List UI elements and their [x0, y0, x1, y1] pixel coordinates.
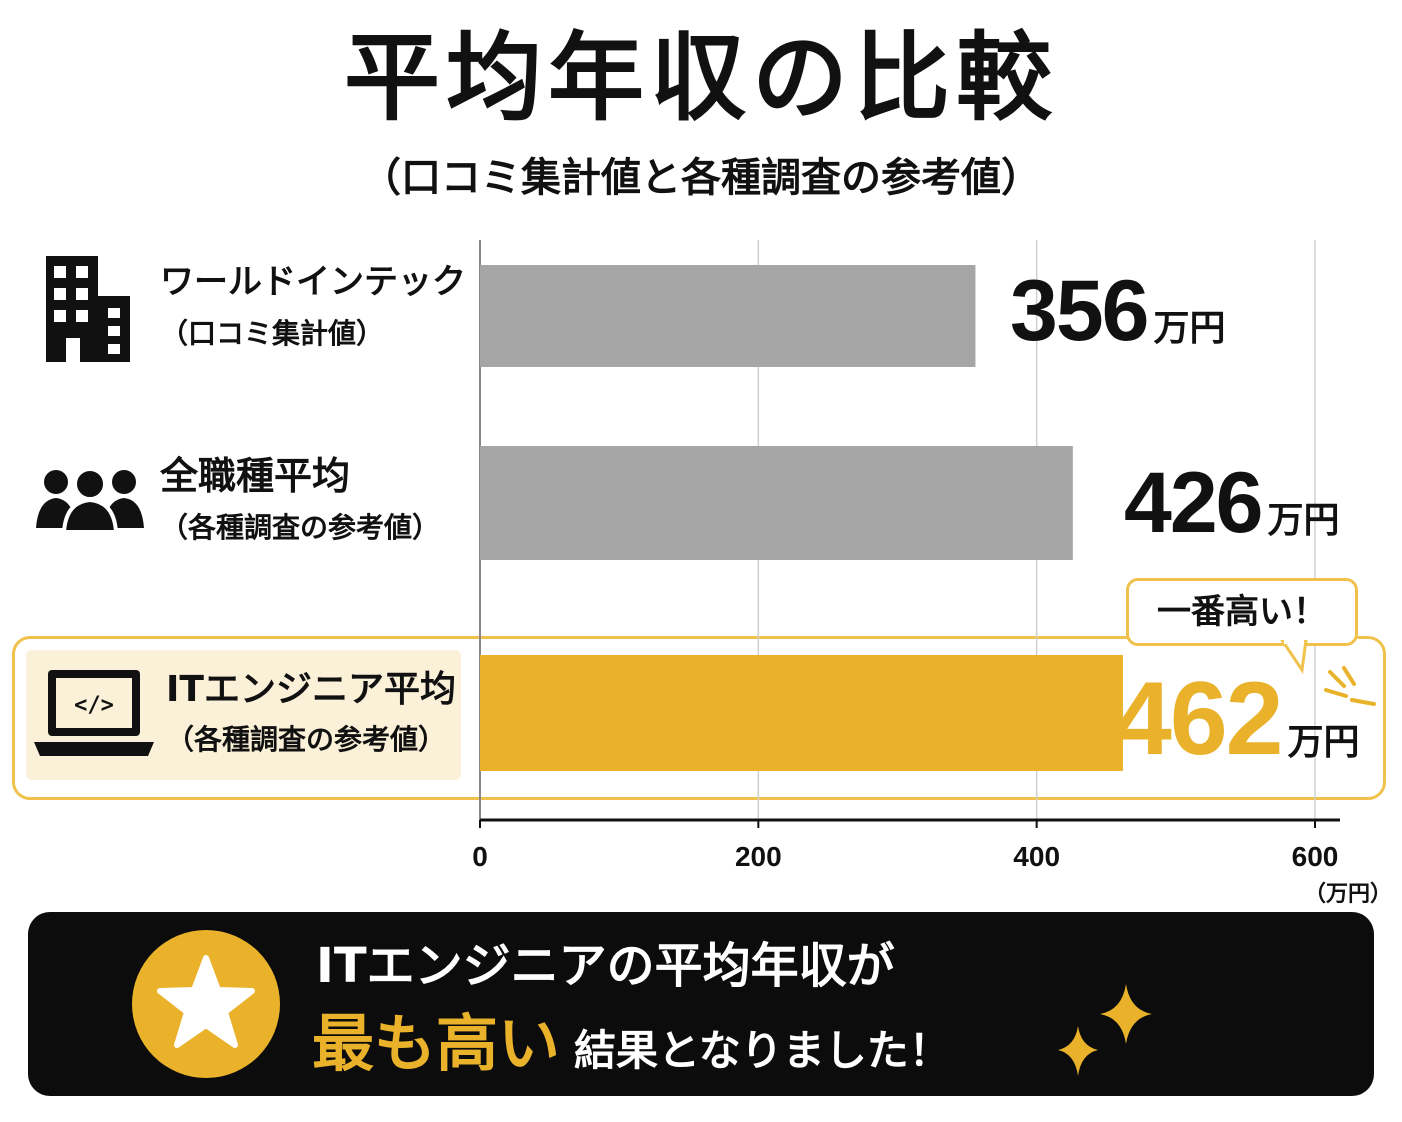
- page-title: 平均年収の比較: [344, 22, 1058, 134]
- value-number: 356: [1010, 263, 1149, 359]
- callout-badge: 一番高い！: [1126, 578, 1358, 646]
- people-icon: [36, 466, 144, 536]
- bar: [480, 265, 976, 367]
- banner-emphasis: 最も高い: [312, 1007, 561, 1080]
- row-label-sub: （各種調査の参考値）: [166, 723, 447, 756]
- bar: [480, 446, 1073, 560]
- x-tick-label: 400: [1013, 841, 1060, 872]
- laptop-code-icon: </>: [34, 668, 154, 764]
- svg-text:</>: </>: [74, 693, 114, 718]
- page-subtitle: （口コミ集計値と各種調査の参考値）: [361, 155, 1041, 201]
- value-number: 426: [1124, 455, 1263, 551]
- star-icon: [157, 955, 255, 1048]
- value-label-it-engineer: 462 万円: [1114, 660, 1360, 779]
- x-tick-label: 0: [472, 841, 488, 872]
- row-label-all-jobs: 全職種平均 （各種調査の参考値）: [160, 454, 440, 550]
- building-icon: [46, 256, 130, 366]
- row-label-main: 全職種平均: [160, 454, 351, 498]
- x-tick-label: 200: [735, 841, 782, 872]
- banner-rest: 結果となりました！: [574, 1026, 951, 1075]
- row-label-sub: （口コミ集計値）: [160, 317, 385, 350]
- highlight-frame: [12, 636, 1386, 800]
- banner-line-2: 最も高い 結果となりました！: [312, 1002, 951, 1102]
- value-label-all-jobs: 426 万円: [1124, 454, 1340, 553]
- sparkle-icon: [1058, 984, 1152, 1076]
- axis-unit-label: （万円）: [1304, 882, 1393, 907]
- value-label-world-intec: 356 万円: [1010, 262, 1226, 361]
- row-label-world-intec: ワールドインテック （口コミ集計値）: [160, 260, 466, 356]
- banner-line-1: ITエンジニアの平均年収が: [316, 938, 895, 994]
- emphasis-lines-icon: [1324, 666, 1376, 706]
- row-label-sub: （各種調査の参考値）: [160, 511, 441, 544]
- summary-banner: ITエンジニアの平均年収が 最も高い 結果となりました！: [28, 912, 1374, 1096]
- x-tick-label: 600: [1292, 841, 1339, 872]
- value-number: 462: [1114, 661, 1284, 777]
- bar: [480, 655, 1123, 771]
- row-label-main: ITエンジニア平均: [166, 669, 456, 710]
- value-unit: 万円: [1267, 499, 1340, 540]
- value-unit: 万円: [1287, 721, 1360, 762]
- value-unit: 万円: [1153, 307, 1226, 348]
- row-label-main: ワールドインテック: [160, 262, 466, 302]
- row-label-it-engineer: ITエンジニア平均 （各種調査の参考値）: [166, 668, 456, 762]
- callout-tail: [1280, 640, 1308, 674]
- star-badge: [132, 930, 280, 1078]
